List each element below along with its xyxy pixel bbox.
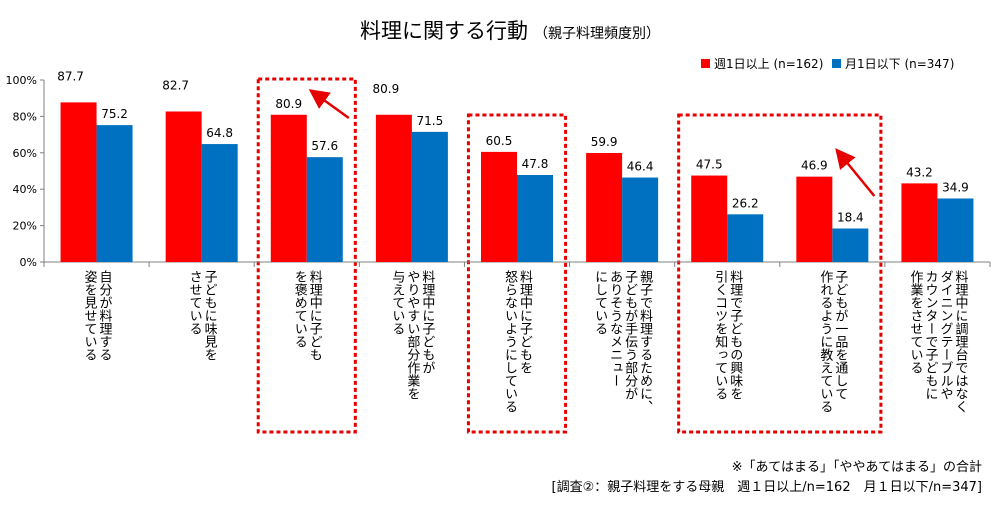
data-label-monthly-7: 26.2: [732, 196, 759, 210]
category-label-line: 作業をさせている: [907, 270, 923, 374]
data-label-monthly-2: 64.8: [206, 126, 233, 140]
data-label-weekly-9: 43.2: [906, 165, 933, 179]
category-label-line: 子どもに味見を: [202, 270, 218, 361]
bar-monthly-4: [411, 131, 448, 262]
data-label-weekly-4: 80.9: [373, 82, 400, 96]
footnote-survey-source: [調査②：親子料理をする母親 週１日以上/n=162 月１日以下/n=347]: [551, 480, 982, 495]
y-tick-label: 60%: [13, 147, 37, 160]
legend-label-1: 週1日以上 (n=162): [714, 57, 823, 71]
y-tick-label: 80%: [13, 110, 37, 123]
bar-monthly-1: [96, 125, 133, 262]
data-label-monthly-5: 47.8: [522, 157, 549, 171]
category-label-line: 自分が料理する: [97, 270, 113, 361]
category-label-line: 料理中に調理台ではなく: [952, 270, 968, 413]
bar-monthly-8: [832, 228, 869, 262]
data-label-monthly-1: 75.2: [101, 107, 128, 121]
bar-monthly-7: [727, 214, 764, 262]
annotation-arrows: [308, 89, 876, 197]
bar-weekly-5: [481, 151, 517, 262]
chart-title-group: 料理に関する行動 （親子料理頻度別）: [360, 19, 660, 43]
category-label-line: やりやすい部分作業を: [404, 270, 420, 400]
legend-label-2: 月1日以下 (n=347): [845, 57, 954, 71]
category-label-line: 親子で料理するために、: [637, 270, 653, 413]
chart-subtitle: （親子料理頻度別）: [534, 26, 660, 42]
category-label-line: を褒めている: [292, 270, 308, 348]
category-labels: 自分が料理する姿を見せている 子どもに味見をさせている 料理中に子どもを褒めている料…: [82, 269, 968, 413]
category-label-line: 作れるように教えている: [817, 270, 833, 413]
category-label-line: 姿を見せている: [82, 269, 98, 361]
legend-swatch-1: [701, 59, 710, 68]
legend: 週1日以上 (n=162) 月1日以下 (n=347): [701, 57, 954, 71]
annotation-arrow-2: [835, 148, 876, 197]
bar-monthly-2: [201, 144, 238, 262]
footnote-answer-criteria: ※「あてはまる」「ややあてはまる」の合計: [731, 460, 982, 475]
data-label-monthly-6: 46.4: [627, 160, 654, 174]
bar-weekly-7: [691, 175, 728, 262]
data-label-weekly-6: 59.9: [591, 135, 618, 149]
chart-title-main: 料理に関する行動: [360, 19, 528, 43]
y-tick-label: 40%: [13, 183, 37, 196]
highlight-box-3: [677, 113, 883, 434]
category-label-line: 料理中に子どもを: [517, 270, 533, 374]
bar-monthly-5: [517, 175, 553, 262]
category-label-line: 料理中に子ども: [307, 270, 323, 361]
annotation-arrow-1: [308, 89, 350, 120]
bar-weekly-4: [375, 114, 412, 263]
category-label-line: ダイニングテーブルや: [937, 270, 953, 400]
bar-weekly-9: [901, 183, 938, 262]
data-label-weekly-8: 46.9: [801, 159, 828, 173]
bar-weekly-8: [796, 176, 833, 262]
bar-weekly-3: [270, 114, 307, 263]
highlight-box-1: [256, 77, 357, 434]
highlight-boxes: [256, 77, 883, 434]
category-label-line: 料理中に子どもが: [419, 270, 435, 374]
y-tick-label: 100%: [6, 74, 37, 87]
data-label-monthly-9: 34.9: [942, 180, 969, 194]
y-tick-label: 20%: [13, 220, 37, 233]
category-label-line: 料理で子どもの興味を: [727, 270, 743, 400]
legend-swatch-2: [832, 59, 841, 68]
bar-monthly-3: [306, 157, 343, 262]
category-label-line: カウンターで子どもに: [922, 270, 938, 400]
category-label-line: 与えている: [389, 270, 405, 335]
y-tick-label: 0%: [20, 256, 37, 269]
category-label-line: させている: [187, 270, 203, 335]
data-label-monthly-4: 71.5: [417, 114, 444, 128]
data-label-monthly-8: 18.4: [837, 211, 864, 225]
bar-weekly-1: [60, 102, 97, 262]
data-label-weekly-5: 60.5: [486, 134, 513, 148]
data-label-weekly-7: 47.5: [696, 158, 723, 172]
category-label-line: 子どもが手伝う部分が: [622, 270, 638, 400]
bar-weekly-2: [165, 111, 202, 263]
data-labels: 87.7 75.2 82.7 64.8 80.9 57.6 80.9 71.5 60.5 47.8…: [57, 69, 969, 224]
category-label-line: ありそうなメニュー: [607, 270, 622, 387]
highlight-box-2: [466, 113, 568, 434]
data-label-weekly-2: 82.7: [162, 78, 189, 92]
bar-weekly-6: [586, 152, 623, 262]
data-label-weekly-3: 80.9: [275, 97, 302, 111]
bars: [60, 102, 974, 263]
bar-monthly-6: [622, 177, 659, 262]
data-label-monthly-3: 57.6: [311, 139, 338, 153]
data-label-weekly-1: 87.7: [57, 69, 84, 83]
bar-monthly-9: [937, 198, 974, 262]
category-label-line: にしている: [592, 270, 607, 335]
category-label-line: 引くコツを知っている: [712, 270, 728, 400]
chart-title: 料理に関する行動 （親子料理頻度別）: [360, 19, 660, 43]
category-label-line: 子どもが一品を通して: [832, 270, 848, 400]
category-label-line: 怒らないようにしている: [502, 270, 518, 413]
